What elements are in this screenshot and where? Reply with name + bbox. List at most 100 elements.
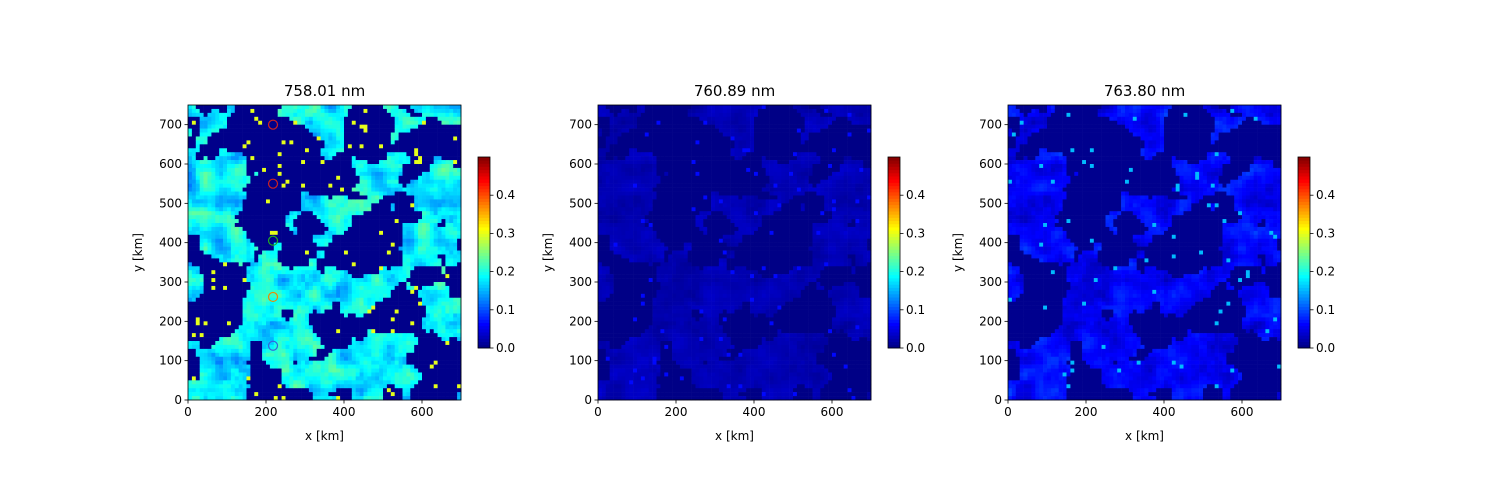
heatmap-cell bbox=[188, 226, 193, 232]
heatmap-cell bbox=[390, 152, 395, 157]
heatmap-cell bbox=[230, 329, 236, 334]
heatmap-cell bbox=[281, 317, 286, 322]
heatmap-cell bbox=[441, 321, 446, 326]
heatmap-cell bbox=[254, 140, 259, 145]
heatmap-cell bbox=[207, 341, 212, 346]
heatmap-cell bbox=[289, 215, 294, 220]
heatmap-cell bbox=[355, 140, 360, 145]
heatmap-cell bbox=[242, 199, 247, 204]
heatmap-cell bbox=[285, 105, 290, 110]
heatmap-cell bbox=[219, 293, 224, 299]
heatmap-cell bbox=[406, 207, 411, 212]
heatmap-cell bbox=[203, 230, 208, 236]
heatmap-cell bbox=[347, 321, 353, 326]
heatmap-cell bbox=[301, 132, 306, 137]
heatmap-cell bbox=[188, 360, 193, 365]
heatmap-cell bbox=[289, 341, 294, 346]
heatmap-cell bbox=[433, 270, 438, 275]
heatmap-cell bbox=[219, 384, 224, 389]
heatmap-cell bbox=[359, 360, 364, 365]
heatmap-cell bbox=[398, 124, 403, 129]
heatmap-cell bbox=[223, 278, 228, 283]
heatmap-cell bbox=[386, 144, 392, 149]
heatmap-cell bbox=[207, 278, 212, 283]
heatmap-cell bbox=[262, 317, 267, 322]
heatmap-cell bbox=[410, 160, 415, 165]
heatmap-cell bbox=[406, 132, 411, 137]
heatmap-cell bbox=[266, 270, 271, 275]
heatmap-cell bbox=[277, 175, 282, 181]
heatmap-cell bbox=[410, 175, 415, 181]
heatmap-cell bbox=[301, 258, 306, 263]
heatmap-cell bbox=[406, 250, 411, 255]
heatmap-cell bbox=[230, 348, 236, 354]
heatmap-cell bbox=[344, 344, 349, 350]
heatmap-cell bbox=[199, 297, 204, 302]
heatmap-cell bbox=[328, 348, 333, 354]
heatmap-cell bbox=[199, 285, 204, 291]
heatmap-cell bbox=[293, 207, 298, 212]
heatmap-cell bbox=[336, 164, 341, 169]
heatmap-cell bbox=[398, 179, 403, 184]
heatmap-cell bbox=[250, 211, 255, 216]
heatmap-cell bbox=[242, 258, 247, 263]
heatmap-cell bbox=[336, 234, 341, 240]
heatmap-cell bbox=[422, 341, 427, 346]
heatmap-cell bbox=[207, 112, 212, 118]
heatmap-cell bbox=[422, 199, 427, 204]
heatmap-cell bbox=[367, 293, 372, 299]
heatmap-cell bbox=[234, 203, 239, 208]
heatmap-cell bbox=[219, 124, 224, 129]
heatmap-cell bbox=[230, 179, 236, 184]
heatmap-cell bbox=[406, 360, 411, 365]
heatmap-cell bbox=[269, 179, 275, 184]
heatmap-cell bbox=[437, 388, 442, 393]
heatmap-cell bbox=[347, 254, 353, 259]
heatmap-cell bbox=[383, 356, 388, 361]
heatmap-cell bbox=[297, 325, 302, 330]
heatmap-cell bbox=[386, 305, 392, 310]
heatmap-cell bbox=[254, 309, 259, 314]
heatmap-cell bbox=[227, 305, 232, 310]
heatmap-cell bbox=[422, 356, 427, 361]
heatmap-cell bbox=[437, 274, 442, 279]
heatmap-cell bbox=[386, 348, 392, 354]
heatmap-cell bbox=[410, 156, 415, 161]
heatmap-cell bbox=[199, 321, 204, 326]
heatmap-cell bbox=[406, 112, 411, 118]
heatmap-cell bbox=[422, 396, 427, 401]
heatmap-cell bbox=[312, 274, 317, 279]
heatmap-cell bbox=[347, 164, 353, 169]
heatmap-cell bbox=[367, 120, 372, 125]
heatmap-cell bbox=[308, 179, 314, 184]
heatmap-cell bbox=[418, 140, 423, 145]
heatmap-cell bbox=[305, 384, 310, 389]
heatmap-cell bbox=[445, 234, 450, 240]
heatmap-cell bbox=[262, 368, 267, 373]
heatmap-cell bbox=[258, 215, 263, 220]
heatmap-cell bbox=[203, 160, 208, 165]
heatmap-cell bbox=[336, 187, 341, 192]
heatmap-cell bbox=[195, 179, 200, 184]
heatmap-cell bbox=[273, 156, 278, 161]
heatmap-cell bbox=[328, 321, 333, 326]
heatmap-cell bbox=[266, 360, 271, 365]
heatmap-cell bbox=[285, 132, 290, 137]
heatmap-cell bbox=[238, 258, 243, 263]
heatmap-cell bbox=[308, 372, 314, 377]
heatmap-cell bbox=[250, 187, 255, 192]
heatmap-cell bbox=[433, 376, 438, 381]
heatmap-cell bbox=[289, 148, 294, 153]
heatmap-cell bbox=[223, 175, 228, 181]
heatmap-cell bbox=[390, 321, 395, 326]
heatmap-cell bbox=[281, 380, 286, 385]
heatmap-cell bbox=[211, 293, 216, 299]
heatmap-cell bbox=[351, 140, 356, 145]
heatmap-cell bbox=[363, 388, 368, 393]
heatmap-cell bbox=[320, 289, 325, 295]
heatmap-cell bbox=[301, 187, 306, 192]
heatmap-cell bbox=[398, 333, 403, 338]
heatmap-cell bbox=[371, 317, 376, 322]
heatmap-cell bbox=[316, 309, 321, 314]
heatmap-cell bbox=[340, 124, 345, 129]
